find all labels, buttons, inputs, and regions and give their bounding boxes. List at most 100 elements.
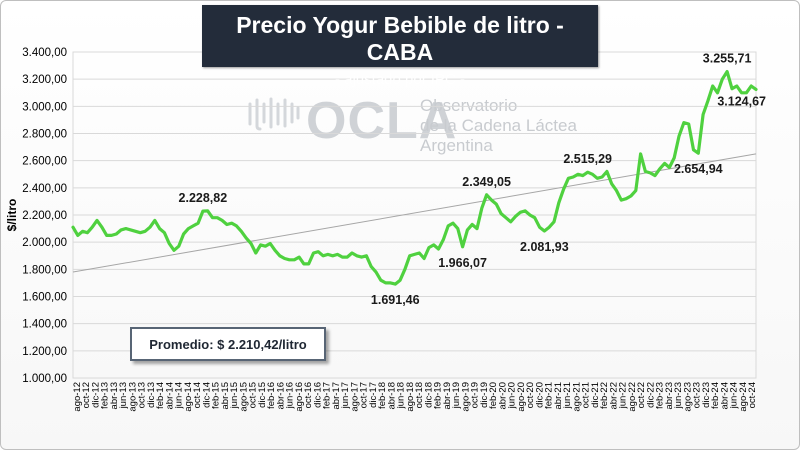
x-tick-label: ago-19 — [460, 382, 471, 412]
x-tick-label: dic-16 — [312, 382, 323, 408]
x-tick-label: ago-12 — [72, 382, 83, 412]
x-tick-label: oct-21 — [581, 382, 592, 408]
y-tick-label: 2.200,00 — [22, 210, 67, 222]
x-tick-label: ago-23 — [682, 382, 693, 412]
x-tick-label: jun-14 — [174, 382, 185, 409]
x-tick-label: abr-19 — [442, 382, 453, 409]
x-tick-label: dic-14 — [201, 382, 212, 408]
x-tick-label: feb-15 — [211, 382, 222, 409]
x-tick-label: feb-17 — [322, 382, 333, 409]
x-tick-label: jun-17 — [340, 382, 351, 409]
chart-subtitle: - ajustado por IPC - — [334, 71, 466, 88]
x-tick-label: ago-21 — [571, 382, 582, 412]
y-tick-label: 2.000,00 — [22, 237, 67, 249]
x-tick-label: abr-20 — [497, 382, 508, 409]
x-tick-label: oct-20 — [525, 382, 536, 408]
chart-title-box: Precio Yogur Bebible de litro - CABA - a… — [202, 5, 598, 88]
x-tick-label: dic-23 — [701, 382, 712, 408]
y-tick-label: 3.200,00 — [22, 74, 67, 86]
trend-line — [72, 153, 757, 273]
x-tick-label: abr-22 — [608, 382, 619, 409]
x-tick-label: dic-21 — [590, 382, 601, 408]
price-series-line — [71, 70, 758, 286]
x-tick-label: feb-24 — [710, 382, 721, 409]
x-tick-label: dic-20 — [534, 382, 545, 408]
data-label: 2.081,93 — [520, 240, 569, 254]
x-tick-label: dic-12 — [90, 382, 101, 408]
x-tick-label: feb-20 — [488, 382, 499, 409]
x-tick-label: ago-18 — [405, 382, 416, 412]
x-tick-label: abr-17 — [331, 382, 342, 409]
x-tick-label: dic-19 — [479, 382, 490, 408]
x-tick-label: feb-13 — [100, 382, 111, 409]
y-tick-label: 3.400,00 — [22, 47, 67, 59]
watermark-text: Observatorio de la Cadena Láctea Argenti… — [420, 96, 577, 156]
x-tick-label: ago-17 — [349, 382, 360, 412]
x-tick-label: dic-13 — [146, 382, 157, 408]
x-tick-label: feb-21 — [544, 382, 555, 409]
data-label: 2.515,29 — [563, 152, 612, 166]
x-tick-label: feb-19 — [433, 382, 444, 409]
x-tick-label: ago-13 — [127, 382, 138, 412]
x-tick-label: feb-22 — [599, 382, 610, 409]
x-tick-label: oct-23 — [692, 382, 703, 408]
data-label: 1.966,07 — [438, 256, 487, 270]
x-tick-label: ago-14 — [183, 382, 194, 412]
x-tick-label: jun-22 — [618, 382, 629, 409]
x-tick-label: abr-14 — [164, 382, 175, 409]
y-tick-label: 1.200,00 — [22, 346, 67, 358]
x-tick-label: abr-15 — [220, 382, 231, 409]
y-tick-label: 1.400,00 — [22, 319, 67, 331]
x-tick-label: dic-18 — [423, 382, 434, 408]
x-tick-label: ago-16 — [294, 382, 305, 412]
x-tick-label: ago-15 — [238, 382, 249, 412]
average-box: Promedio: $ 2.210,42/litro — [130, 327, 326, 361]
x-tick-label: abr-21 — [553, 382, 564, 409]
x-tick-label: jun-21 — [562, 382, 573, 409]
x-tick-label: abr-24 — [719, 382, 730, 409]
y-tick-label: 1.600,00 — [22, 292, 67, 304]
chart-title: Precio Yogur Bebible de litro - CABA — [236, 12, 564, 65]
x-tick-label: ago-20 — [516, 382, 527, 412]
x-tick-label: jun-13 — [118, 382, 129, 409]
watermark-line1: Observatorio — [420, 96, 518, 115]
x-tick-label: jun-19 — [451, 382, 462, 409]
x-tick-label: jun-16 — [285, 382, 296, 409]
x-tick-label: feb-14 — [155, 382, 166, 409]
x-tick-label: jun-18 — [396, 382, 407, 409]
y-tick-label: 1.800,00 — [22, 264, 67, 276]
x-tick-label: jun-15 — [229, 382, 240, 409]
x-tick-label: feb-18 — [377, 382, 388, 409]
y-tick-label: 2.400,00 — [22, 183, 67, 195]
y-axis-label: $/litro — [5, 199, 19, 232]
x-tick-label: oct-12 — [81, 382, 92, 408]
x-tick-label: ago-22 — [627, 382, 638, 412]
x-tick-label: dic-22 — [645, 382, 656, 408]
data-label: 2.654,94 — [674, 162, 723, 176]
watermark-line3: Argentina — [420, 136, 493, 155]
x-tick-label: abr-13 — [109, 382, 120, 409]
x-tick-label: oct-16 — [303, 382, 314, 408]
watermark-line2: de la Cadena Láctea — [420, 116, 577, 135]
x-tick-label: abr-23 — [664, 382, 675, 409]
data-label: 3.124,67 — [717, 94, 766, 108]
x-tick-label: oct-15 — [248, 382, 259, 408]
y-tick-label: 3.000,00 — [22, 101, 67, 113]
x-tick-label: ago-24 — [738, 382, 749, 412]
y-tick-label: 2.600,00 — [22, 156, 67, 168]
x-tick-label: jun-20 — [507, 382, 518, 409]
x-tick-label: jun-23 — [673, 382, 684, 409]
y-tick-label: 1.000,00 — [22, 373, 67, 385]
x-tick-label: abr-16 — [275, 382, 286, 409]
x-tick-label: oct-22 — [636, 382, 647, 408]
x-tick-label: oct-24 — [747, 382, 758, 408]
x-tick-label: oct-17 — [359, 382, 370, 408]
data-label: 3.255,71 — [703, 52, 752, 66]
x-tick-label: dic-17 — [368, 382, 379, 408]
x-tick-label: oct-18 — [414, 382, 425, 408]
x-tick-label: oct-13 — [137, 382, 148, 408]
x-tick-label: abr-18 — [386, 382, 397, 409]
data-label: 1.691,46 — [371, 293, 420, 307]
